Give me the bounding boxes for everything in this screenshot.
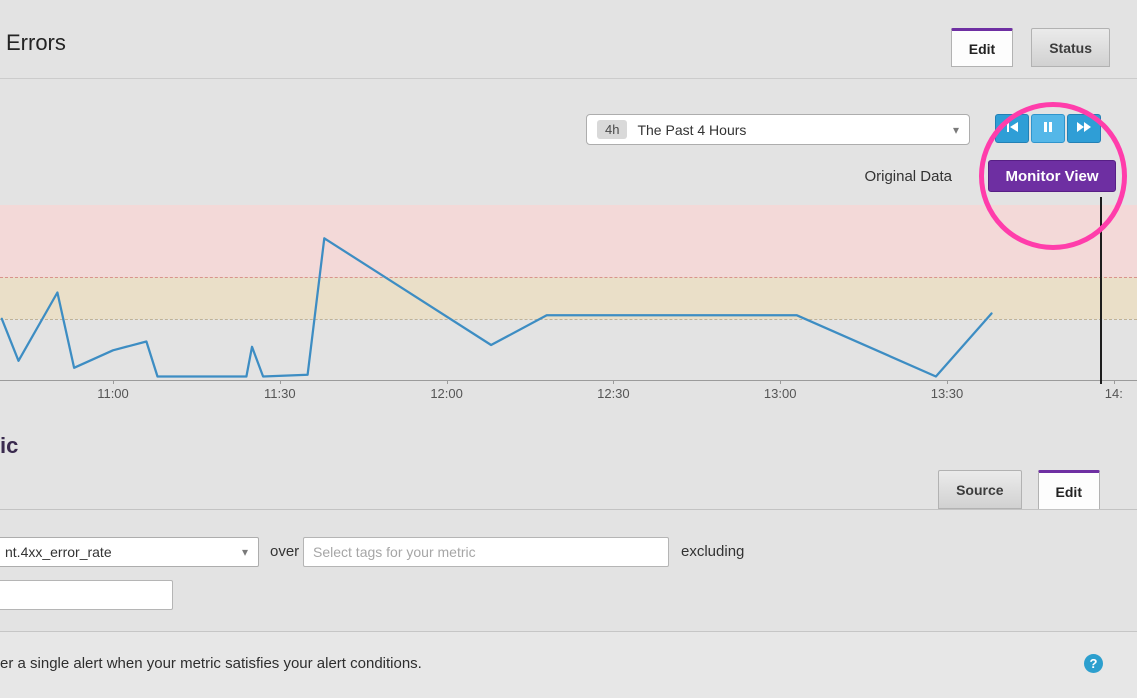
- x-tick-label: 13:00: [763, 386, 797, 401]
- fast-forward-icon: [1076, 120, 1092, 138]
- x-tick-mark: [279, 380, 281, 384]
- metric-section-heading: ic: [0, 433, 19, 458]
- chart-cursor-line: [1100, 197, 1102, 384]
- monitor-view-button[interactable]: Monitor View: [988, 160, 1116, 192]
- excluding-label: excluding: [681, 543, 745, 560]
- over-label: over: [270, 543, 300, 560]
- header-tabs: Edit Status: [950, 28, 1110, 67]
- x-axis-line: [0, 380, 1137, 381]
- metric-tabs: Source Edit: [938, 470, 1100, 510]
- fast-forward-button[interactable]: [1067, 114, 1101, 143]
- x-tick-label: 11:00: [97, 386, 129, 401]
- x-tick-label: 11:30: [264, 386, 296, 401]
- warning-threshold-line: [0, 318, 1137, 320]
- header-divider: [0, 78, 1137, 79]
- metric-line-chart[interactable]: [0, 0, 1137, 400]
- x-tick-label: 14:: [1104, 386, 1123, 401]
- page-title: Errors: [6, 30, 66, 55]
- alert-threshold-line: [0, 276, 1137, 278]
- metric-line-series: [0, 237, 993, 378]
- excluding-input[interactable]: [0, 580, 173, 610]
- x-tick-label: 12:00: [430, 386, 463, 401]
- help-icon[interactable]: ?: [1084, 654, 1103, 673]
- playback-controls: [995, 114, 1101, 143]
- tags-input[interactable]: [303, 537, 669, 567]
- metric-select[interactable]: nt.4xx_error_rate ▾: [0, 537, 259, 567]
- x-tick-label: 13:30: [930, 386, 964, 401]
- timeframe-label: The Past 4 Hours: [637, 121, 747, 138]
- alert-description-text: er a single alert when your metric satis…: [0, 655, 422, 672]
- metric-section-divider: [0, 509, 1137, 510]
- timeframe-badge: 4h: [597, 120, 628, 139]
- x-tick-mark: [1113, 380, 1115, 384]
- x-tick-mark: [780, 380, 782, 384]
- alert-zone: [0, 205, 1137, 277]
- tab-edit[interactable]: Edit: [950, 28, 1014, 67]
- pause-button[interactable]: [1031, 114, 1065, 143]
- warning-zone: [0, 276, 1137, 319]
- pause-icon: [1043, 120, 1053, 138]
- rewind-button[interactable]: [995, 114, 1029, 143]
- rewind-icon: [1005, 120, 1019, 138]
- x-tick-label: 12:30: [597, 386, 630, 401]
- tab-status[interactable]: Status: [1031, 28, 1110, 67]
- tab-source[interactable]: Source: [938, 470, 1022, 509]
- x-tick-mark: [446, 380, 448, 384]
- x-tick-mark: [947, 380, 948, 384]
- chevron-down-icon: ▾: [952, 122, 959, 137]
- original-data-toggle[interactable]: Original Data: [864, 168, 952, 185]
- x-tick-mark: [613, 380, 615, 384]
- chevron-down-icon: ▾: [241, 545, 248, 559]
- tab-metric-edit[interactable]: Edit: [1037, 470, 1100, 510]
- x-tick-mark: [113, 380, 114, 384]
- timeframe-dropdown[interactable]: 4h The Past 4 Hours ▾: [586, 114, 970, 145]
- metric-select-value: nt.4xx_error_rate: [5, 544, 112, 560]
- footer-bar: er a single alert when your metric satis…: [0, 631, 1137, 698]
